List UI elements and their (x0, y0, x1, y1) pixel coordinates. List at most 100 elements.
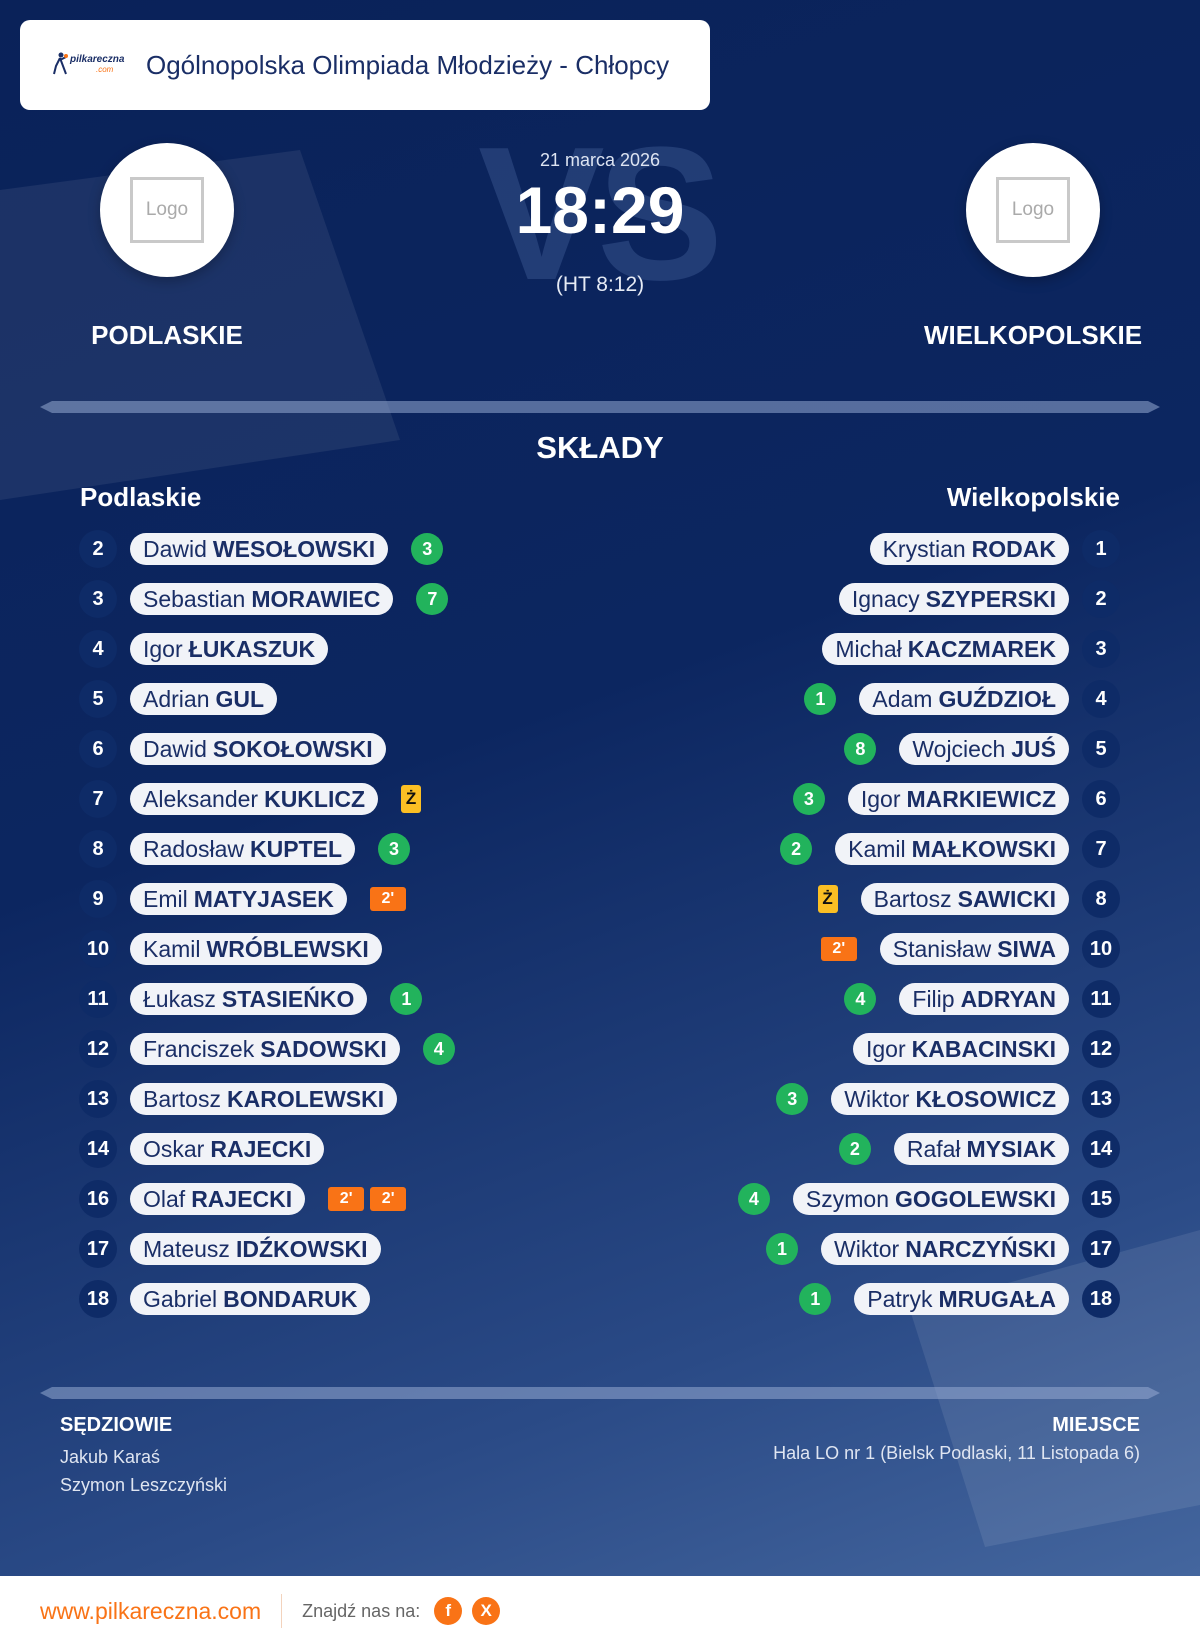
player-name[interactable]: Filip ADRYAN (899, 983, 1069, 1015)
player-name[interactable]: Radosław KUPTEL (130, 833, 355, 865)
player-name[interactable]: Adrian GUL (130, 683, 278, 715)
player-row: 11 Filip ADRYAN 4 (560, 974, 1120, 1024)
player-events: 1 (390, 983, 423, 1015)
last-name: SAWICKI (957, 885, 1056, 912)
player-row: 18 Patryk MRUGAŁA 1 (560, 1274, 1120, 1324)
shirt-number: 2 (79, 530, 117, 568)
official-name: Jakub Karaś (60, 1447, 161, 1467)
first-name: Igor (865, 1035, 906, 1062)
player-name[interactable]: Bartosz KAROLEWSKI (130, 1083, 398, 1115)
player-row: 7 Aleksander KUKLICZ Ż (79, 774, 639, 824)
first-name: Rafał (906, 1135, 961, 1162)
footer-divider (281, 1594, 283, 1628)
player-name[interactable]: Rafał MYSIAK (893, 1133, 1069, 1165)
yellow-card-badge: Ż (817, 885, 838, 913)
goals-badge: 3 (776, 1083, 809, 1115)
player-name[interactable]: Igor ŁUKASZUK (130, 633, 329, 665)
last-name: GUL (215, 685, 265, 712)
player-name[interactable]: Dawid SOKOŁOWSKI (130, 733, 386, 765)
player-events: 2 (838, 1133, 871, 1165)
player-name[interactable]: Adam GUŹDZIOŁ (859, 683, 1069, 715)
player-name[interactable]: Ignacy SZYPERSKI (838, 583, 1069, 615)
shirt-number: 1 (1082, 530, 1120, 568)
away-team-name: WIELKOPOLSKIE (923, 320, 1143, 350)
x-icon[interactable]: X (472, 1597, 501, 1625)
facebook-icon[interactable]: f (434, 1597, 463, 1625)
brand-logo[interactable]: pilkareczna .com (50, 50, 126, 80)
shirt-number: 11 (1082, 980, 1120, 1018)
goals-badge: 8 (844, 733, 877, 765)
player-name[interactable]: Franciszek SADOWSKI (130, 1033, 400, 1065)
player-name[interactable]: Stanisław SIWA (879, 933, 1069, 965)
venue-text: Hala LO nr 1 (Bielsk Podlaski, 11 Listop… (773, 1443, 1140, 1463)
last-name: SIWA (997, 935, 1056, 962)
last-name: ŁUKASZUK (188, 635, 316, 662)
player-name[interactable]: Igor KABACINSKI (852, 1033, 1069, 1065)
player-name[interactable]: Igor MARKIEWICZ (847, 783, 1069, 815)
player-row: 12 Igor KABACINSKI (560, 1024, 1120, 1074)
shirt-number: 5 (1082, 730, 1120, 768)
player-name[interactable]: Wiktor KŁOSOWICZ (831, 1083, 1069, 1115)
player-name[interactable]: Dawid WESOŁOWSKI (130, 533, 389, 565)
shirt-number: 3 (1082, 630, 1120, 668)
first-name: Igor (143, 635, 183, 662)
player-name[interactable]: Olaf RAJECKI (130, 1183, 306, 1215)
last-name: SZYPERSKI (925, 585, 1056, 612)
player-name[interactable]: Aleksander KUKLICZ (130, 783, 379, 815)
player-row: 14 Oskar RAJECKI (79, 1124, 639, 1174)
home-team-logo: Logo (100, 143, 234, 277)
first-name: Filip (912, 985, 955, 1012)
shirt-number: 6 (1082, 780, 1120, 818)
officials-list: Jakub Karaś Szymon Leszczyński (60, 1443, 227, 1499)
first-name: Dawid (143, 535, 207, 562)
shirt-number: 9 (79, 880, 117, 918)
shirt-number: 18 (1082, 1280, 1120, 1318)
last-name: RODAK (971, 535, 1056, 562)
last-name: GUŹDZIOŁ (938, 685, 1056, 712)
player-name[interactable]: Mateusz IDŹKOWSKI (130, 1233, 381, 1265)
yellow-card-badge: Ż (401, 785, 422, 813)
home-lineup-label: Podlaskie (80, 482, 202, 512)
player-name[interactable]: Oskar RAJECKI (130, 1133, 325, 1165)
player-events: 3 (792, 783, 825, 815)
suspension-badge: 2' (370, 1187, 407, 1211)
player-name[interactable]: Michał KACZMAREK (822, 633, 1069, 665)
first-name: Bartosz (143, 1085, 221, 1112)
player-name[interactable]: Łukasz STASIEŃKO (130, 983, 368, 1015)
player-name[interactable]: Patryk MRUGAŁA (854, 1283, 1069, 1315)
first-name: Szymon (805, 1185, 889, 1212)
player-name[interactable]: Kamil WRÓBLEWSKI (130, 933, 382, 965)
last-name: STASIEŃKO (221, 985, 355, 1012)
player-events: 7 (416, 583, 449, 615)
first-name: Łukasz (143, 985, 216, 1012)
player-row: 5 Wojciech JUŚ 8 (560, 724, 1120, 774)
player-name[interactable]: Bartosz SAWICKI (860, 883, 1069, 915)
shirt-number: 3 (79, 580, 117, 618)
player-events: 4 (737, 1183, 770, 1215)
last-name: JUŚ (1011, 735, 1056, 762)
player-name[interactable]: Wiktor NARCZYŃSKI (821, 1233, 1069, 1265)
last-name: MYSIAK (966, 1135, 1056, 1162)
player-name[interactable]: Sebastian MORAWIEC (130, 583, 394, 615)
first-name: Dawid (143, 735, 207, 762)
player-row: 8 Radosław KUPTEL 3 (79, 824, 639, 874)
player-name[interactable]: Gabriel BONDARUK (130, 1283, 371, 1315)
player-events: 4 (844, 983, 877, 1015)
player-name[interactable]: Szymon GOGOLEWSKI (792, 1183, 1069, 1215)
player-name[interactable]: Emil MATYJASEK (130, 883, 347, 915)
home-team-name: PODLASKIE (91, 320, 243, 350)
player-name[interactable]: Wojciech JUŚ (899, 733, 1069, 765)
first-name: Bartosz (873, 885, 952, 912)
website-link[interactable]: www.pilkareczna.com (40, 1597, 262, 1624)
first-name: Krystian (882, 535, 966, 562)
shirt-number: 18 (79, 1280, 117, 1318)
shirt-number: 10 (1082, 930, 1120, 968)
goals-badge: 2 (838, 1133, 871, 1165)
last-name: RAJECKI (191, 1185, 293, 1212)
player-name[interactable]: Krystian RODAK (869, 533, 1069, 565)
last-name: RAJECKI (210, 1135, 312, 1162)
last-name: KUKLICZ (264, 785, 366, 812)
player-name[interactable]: Kamil MAŁKOWSKI (835, 833, 1069, 865)
last-name: MAŁKOWSKI (911, 835, 1056, 862)
shirt-number: 12 (1082, 1030, 1120, 1068)
